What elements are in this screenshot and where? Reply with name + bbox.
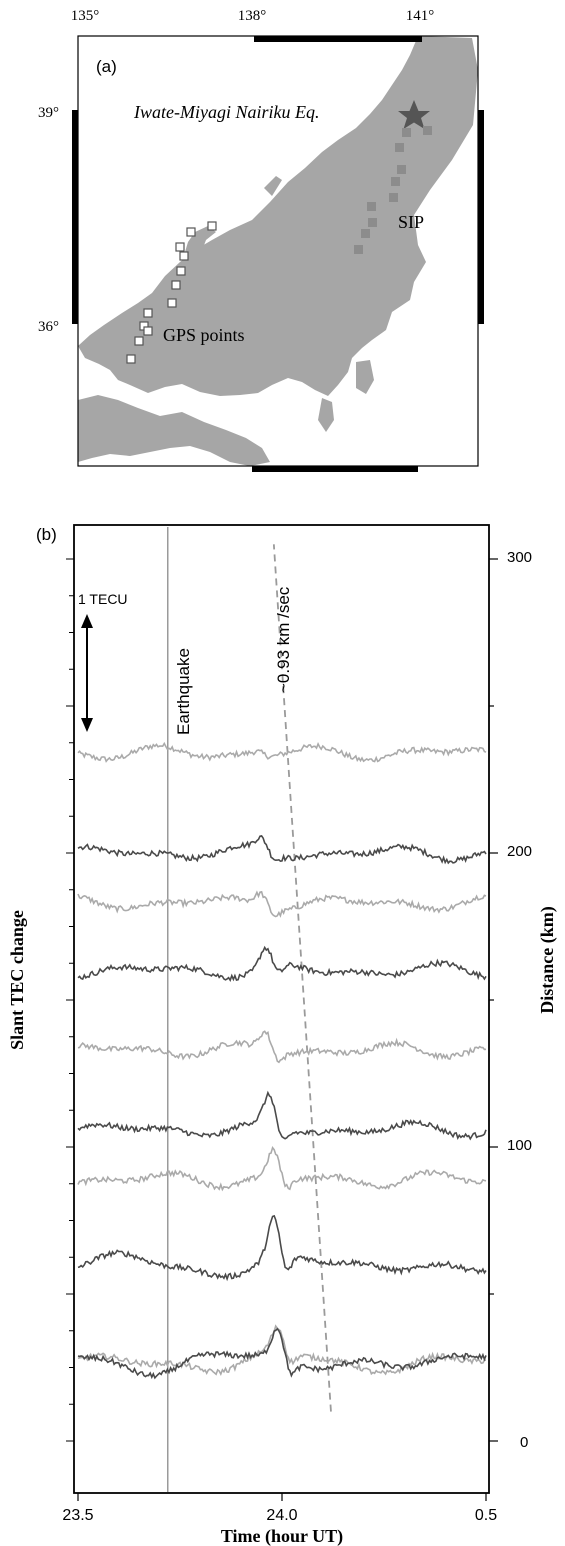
sado-island	[264, 176, 282, 196]
lon-tick-141: 141°	[406, 8, 435, 24]
gps-point	[167, 298, 177, 308]
left-axis-title: Slant TEC change	[7, 910, 27, 1050]
tec-trace-234km	[77, 741, 487, 763]
tec-trace-160km	[77, 945, 487, 983]
right-tick-label-300: 300	[507, 549, 532, 566]
lat-tick-39: 39°	[38, 105, 59, 121]
tec-traces	[77, 741, 487, 1380]
sip-point	[397, 165, 406, 174]
map-border-bar	[478, 110, 484, 324]
lat-tick-36: 36°	[38, 319, 59, 335]
gps-point	[171, 280, 181, 290]
gps-point	[175, 242, 185, 252]
map-border-bar	[72, 110, 78, 324]
tec-trace-89km	[77, 1146, 487, 1192]
map-panel: 135° 138° 141° 39° 36° (a) Iwate-Miyagi …	[38, 8, 484, 472]
tec-trace-183km	[77, 890, 487, 918]
panel-a-label: (a)	[96, 57, 117, 76]
propagation-speed-label: ~0.93 km /sec	[274, 586, 293, 693]
right-tick-label-0: 0	[520, 1434, 528, 1451]
gps-point	[143, 308, 153, 318]
gps-point	[126, 354, 136, 364]
gps-point	[134, 336, 144, 346]
map-border-bar	[252, 466, 418, 472]
boso-peninsula	[356, 360, 374, 394]
sip-point	[368, 218, 377, 227]
tec-trace-133km	[77, 1030, 487, 1064]
sip-label: SIP	[398, 212, 424, 232]
x-tick-label-0-5: 0.5	[475, 1507, 497, 1524]
honshu-land	[78, 36, 478, 396]
tec-trace-60km	[77, 1214, 487, 1282]
right-tick-label-200: 200	[507, 843, 532, 860]
earthquake-label: Iwate-Miyagi Nairiku Eq.	[133, 102, 319, 122]
sip-points	[354, 126, 432, 254]
gps-point	[186, 227, 196, 237]
tec-trace-200km	[77, 835, 487, 865]
scale-bar-arrow-icon	[81, 614, 93, 732]
gps-points	[126, 221, 217, 364]
scale-bar-label: 1 TECU	[78, 591, 128, 607]
x-tick-label-23-5: 23.5	[62, 1507, 93, 1524]
tec-trace-27km	[77, 1327, 487, 1380]
sip-point	[395, 143, 404, 152]
gps-point	[176, 266, 186, 276]
gps-point	[207, 221, 217, 231]
x-axis-title: Time (hour UT)	[221, 1526, 343, 1546]
tec-trace-106km	[77, 1090, 487, 1141]
lon-tick-138: 138°	[238, 8, 267, 24]
sip-point	[389, 193, 398, 202]
sip-point	[391, 177, 400, 186]
right-axis-title: Distance (km)	[537, 906, 558, 1013]
earthquake-line-label: Earthquake	[174, 648, 193, 735]
sip-point	[354, 245, 363, 254]
panel-b-label: (b)	[36, 525, 57, 544]
gps-label: GPS points	[163, 325, 245, 345]
sip-point	[367, 202, 376, 211]
tec-trace-27km	[77, 1324, 487, 1377]
left-axis-ticks	[66, 558, 74, 1442]
gps-point	[179, 251, 189, 261]
tec-chart-panel: (b) 300 200 100 0 23.5 24.0 0.5 Time (ho…	[7, 524, 558, 1546]
x-tick-label-24-0: 24.0	[266, 1507, 297, 1524]
bottom-axis-ticks	[77, 1493, 487, 1501]
sip-point	[423, 126, 432, 135]
noto-peninsula	[182, 226, 216, 262]
right-tick-label-100: 100	[507, 1137, 532, 1154]
map-border-bar	[254, 36, 422, 42]
sip-point	[361, 229, 370, 238]
southern-land	[78, 395, 270, 466]
lon-tick-135: 135°	[71, 8, 100, 24]
epicenter-star-icon	[398, 100, 430, 129]
sip-point	[402, 128, 411, 137]
propagation-speed-line	[272, 544, 332, 1412]
right-axis-ticks	[489, 558, 498, 1442]
izu-peninsula	[318, 398, 334, 432]
gps-point	[143, 326, 153, 336]
